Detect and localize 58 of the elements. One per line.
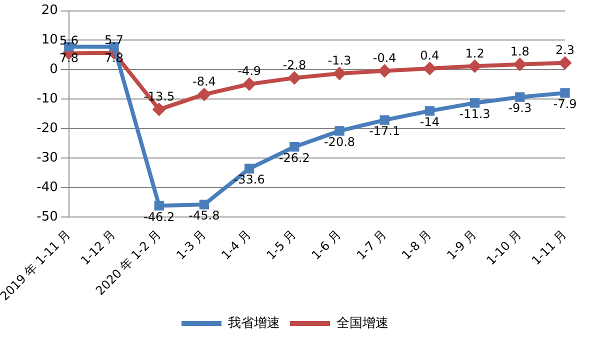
point xyxy=(468,60,481,72)
x-tick-label: 1-4 月 xyxy=(218,227,254,262)
point xyxy=(334,126,344,136)
point xyxy=(514,58,526,70)
x-tick-label: 1-6 月 xyxy=(308,227,344,262)
data-label: -14 xyxy=(420,115,440,130)
data-label: 5.6 xyxy=(59,33,78,48)
point xyxy=(380,115,390,125)
point xyxy=(424,106,435,116)
point xyxy=(470,98,480,108)
point xyxy=(559,56,571,69)
data-label: 2.3 xyxy=(555,43,575,58)
legend-label: 我省增速 xyxy=(228,316,280,331)
y-tick-label: 20 xyxy=(41,3,58,18)
x-tick-label: 1-8 月 xyxy=(399,227,434,262)
data-label: -4.9 xyxy=(238,64,262,78)
data-label: 7.8 xyxy=(59,50,78,65)
x-tick-label: 1-3 月 xyxy=(174,227,209,262)
point xyxy=(288,72,300,84)
data-label: -20.8 xyxy=(324,135,356,150)
data-label: -45.8 xyxy=(188,208,220,223)
data-label: -46.2 xyxy=(144,210,175,224)
data-label: -7.9 xyxy=(553,97,577,112)
point xyxy=(154,200,164,211)
point xyxy=(244,164,254,174)
point xyxy=(243,78,256,90)
point xyxy=(290,142,300,152)
point xyxy=(560,88,570,98)
y-tick-label: -10 xyxy=(36,92,58,107)
data-label: 1.2 xyxy=(465,46,484,60)
data-label: -11.3 xyxy=(459,107,490,122)
y-tick-label: -50 xyxy=(36,209,58,224)
data-label: -8.4 xyxy=(192,74,216,89)
y-tick-label: -30 xyxy=(36,150,58,166)
point xyxy=(199,200,210,210)
data-label: -0.4 xyxy=(372,50,396,65)
x-tick-label: 1-9 月 xyxy=(444,227,480,262)
data-label: -17.1 xyxy=(369,124,400,138)
data-label: 1.8 xyxy=(510,44,530,59)
y-tick-label: 10 xyxy=(41,32,58,48)
point xyxy=(198,88,210,100)
y-tick-label: 0 xyxy=(50,62,58,78)
data-label: -2.8 xyxy=(282,58,306,72)
point xyxy=(378,64,391,77)
point xyxy=(334,68,346,80)
data-label: 0.4 xyxy=(420,48,440,63)
point xyxy=(424,62,436,75)
data-label: -26.2 xyxy=(278,150,310,165)
y-tick-label: -40 xyxy=(36,180,58,195)
y-tick-label: -20 xyxy=(36,120,58,136)
data-label: -1.3 xyxy=(328,54,352,68)
x-tick-label: 1-5 月 xyxy=(264,227,299,262)
point xyxy=(515,92,525,102)
data-label: 5.7 xyxy=(104,33,124,48)
legend-label: 全国增速 xyxy=(336,316,388,331)
data-label: -9.3 xyxy=(508,101,532,116)
x-tick-label: 1-7 月 xyxy=(354,227,389,262)
point xyxy=(153,103,166,116)
